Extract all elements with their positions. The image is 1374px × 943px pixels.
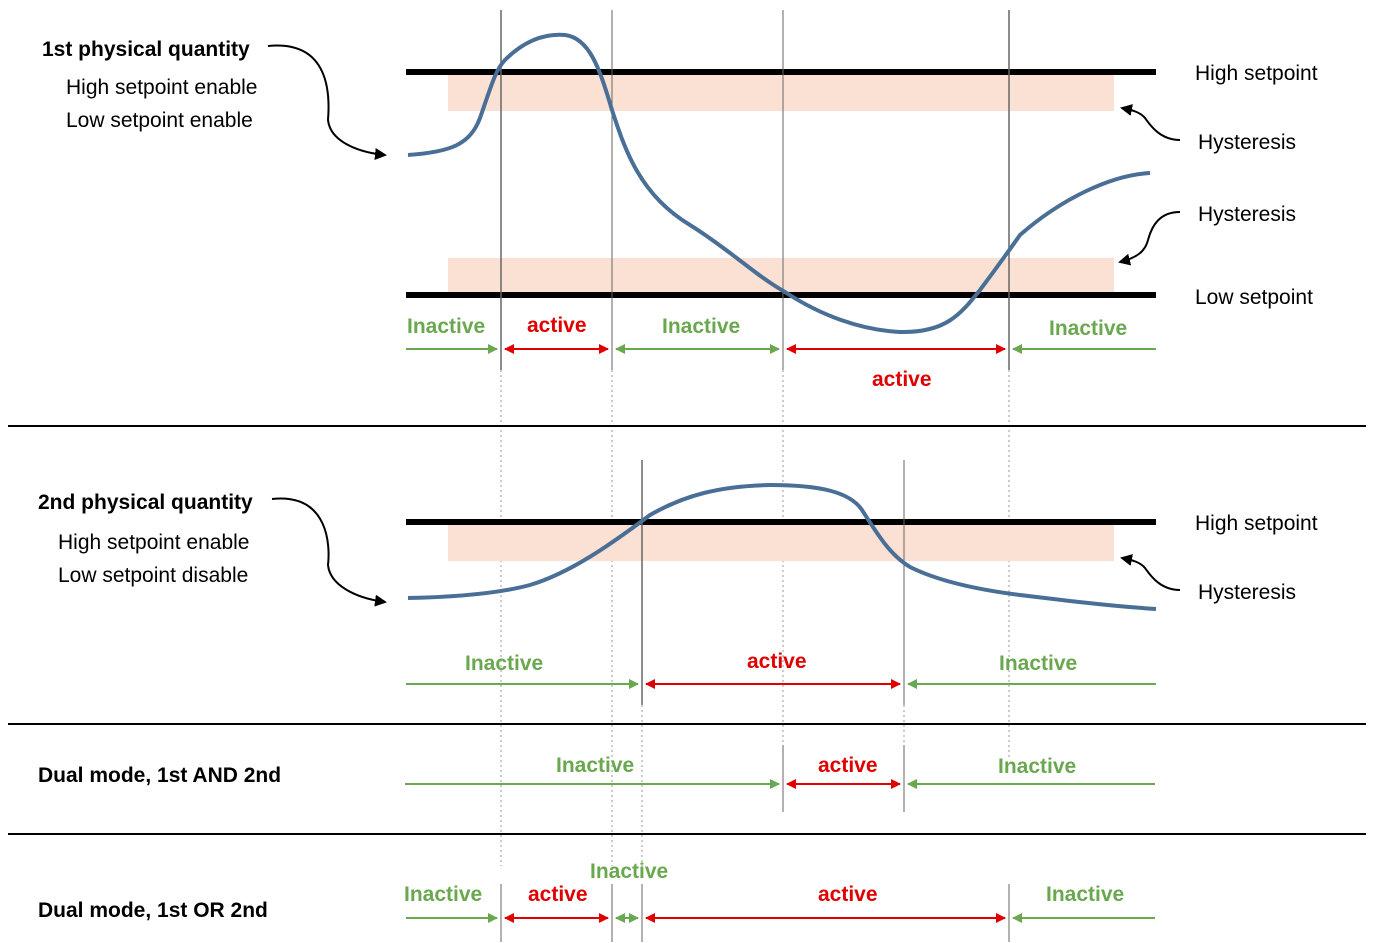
state-label: Inactive [998, 755, 1076, 778]
state-label: Inactive [556, 754, 634, 777]
section-2-line-2: Low setpoint disable [58, 564, 248, 587]
state-label: active [818, 883, 878, 906]
pointer-arrow [267, 44, 387, 160]
state-label: active [528, 883, 588, 906]
quantity-2-curve [407, 482, 1157, 611]
hysteresis-arrow [1118, 211, 1181, 266]
state-label: Inactive [662, 315, 740, 338]
section-1-line-2: Low setpoint enable [66, 109, 253, 132]
section-2-line-1: High setpoint enable [58, 531, 249, 554]
section-3-title: Dual mode, 1st AND 2nd [38, 764, 281, 787]
low-setpoint-label: Low setpoint [1195, 286, 1313, 309]
section-1: 1st physical quantity High setpoint enab… [42, 10, 1318, 391]
state-label: active [872, 368, 932, 391]
hysteresis-label: Hysteresis [1198, 581, 1296, 604]
state-label: Inactive [407, 315, 485, 338]
section-3: Dual mode, 1st AND 2nd Inactive active I… [38, 745, 1155, 812]
state-label: Inactive [465, 652, 543, 675]
hysteresis-band-high [448, 75, 1114, 111]
section-1-title: 1st physical quantity [42, 38, 250, 61]
state-label: Inactive [1049, 317, 1127, 340]
guide-lines [500, 370, 1010, 866]
state-label: Inactive [404, 883, 482, 906]
state-label: Inactive [1046, 883, 1124, 906]
hysteresis-label-upper: Hysteresis [1198, 131, 1296, 154]
state-label: Inactive [590, 860, 668, 883]
state-label: active [747, 650, 807, 673]
quantity-1-curve [407, 32, 1151, 335]
hysteresis-arrow [1120, 554, 1181, 591]
state-label: active [527, 314, 587, 337]
hysteresis-band-high [448, 525, 1114, 561]
state-label: active [818, 754, 878, 777]
section-4: Dual mode, 1st OR 2nd Inactive active In… [38, 860, 1155, 942]
hysteresis-arrow [1120, 104, 1181, 141]
high-setpoint-label: High setpoint [1195, 62, 1318, 85]
state-label: Inactive [999, 652, 1077, 675]
pointer-arrow [271, 497, 387, 607]
high-setpoint-label: High setpoint [1195, 512, 1318, 535]
section-4-title: Dual mode, 1st OR 2nd [38, 899, 268, 922]
section-2: 2nd physical quantity High setpoint enab… [38, 460, 1318, 705]
hysteresis-label-lower: Hysteresis [1198, 203, 1296, 226]
hysteresis-band-low [448, 258, 1114, 292]
section-2-title: 2nd physical quantity [38, 491, 253, 514]
section-1-line-1: High setpoint enable [66, 76, 257, 99]
